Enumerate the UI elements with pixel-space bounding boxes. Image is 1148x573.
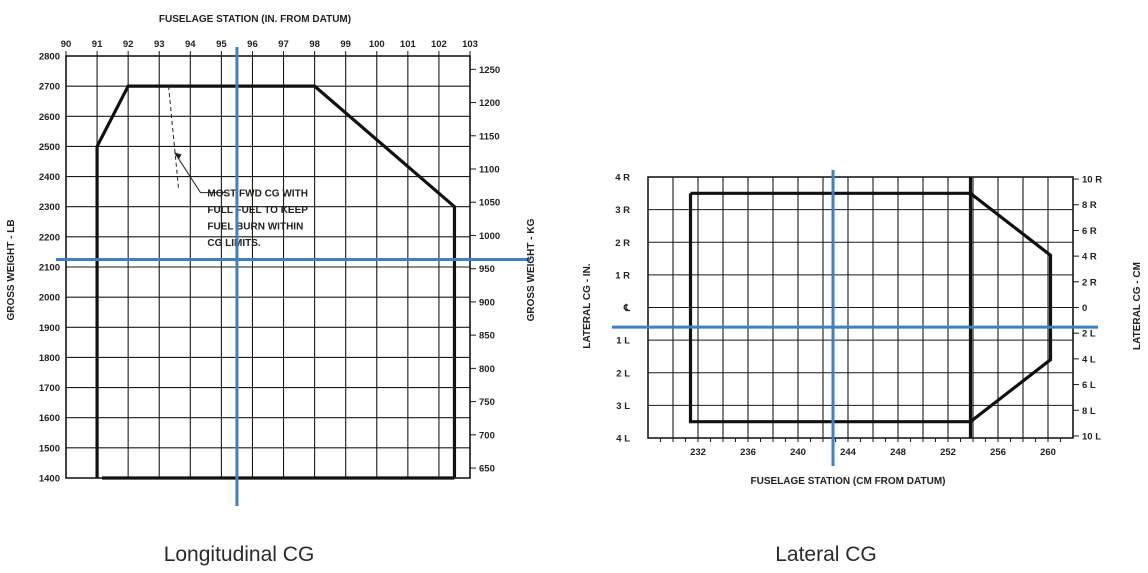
y2-tick-label: 650 bbox=[479, 464, 495, 475]
y-tick-label: 1500 bbox=[39, 443, 60, 454]
y-tick-label: 3 R bbox=[615, 205, 630, 216]
y2-tick-label: 6 R bbox=[1082, 226, 1097, 237]
y-tick-label: 1400 bbox=[39, 474, 60, 485]
y2-tick-label: 2 L bbox=[1082, 329, 1096, 340]
y2-tick-label: 10 L bbox=[1082, 431, 1101, 442]
longitudinal-grid bbox=[65, 55, 471, 479]
annotation-text-line: FULL FUEL TO KEEP bbox=[207, 205, 308, 216]
y-tick-label: 1 R bbox=[615, 270, 630, 281]
lateral-envelope bbox=[688, 177, 1053, 438]
y2-tick-label: 10 R bbox=[1082, 175, 1102, 186]
y2-tick-label: 1200 bbox=[479, 98, 500, 109]
lateral-left-axis-label: LATERAL CG - IN. bbox=[582, 263, 593, 348]
x-tick-label: 256 bbox=[990, 447, 1006, 458]
longitudinal-left-axis-label: GROSS WEIGHT - LB bbox=[6, 219, 17, 320]
x-tick-label: 252 bbox=[940, 447, 956, 458]
x-tick-label: 260 bbox=[1040, 447, 1056, 458]
y2-tick-label: 900 bbox=[479, 297, 495, 308]
annotation-text-line: CG LIMITS. bbox=[207, 238, 261, 249]
x-tick-label: 248 bbox=[890, 447, 906, 458]
longitudinal-right-axis-label: GROSS WEIGHT - KG bbox=[526, 218, 537, 321]
y-tick-label: 1900 bbox=[39, 323, 60, 334]
x-tick-label: 98 bbox=[309, 39, 320, 50]
longitudinal-caption: Longitudinal CG bbox=[164, 543, 315, 566]
y2-tick-label: 1050 bbox=[479, 198, 500, 209]
longitudinal-ticks: 90 91 92 93 94 95 96 97 98 99 100 101 102 103 1400 1500… bbox=[39, 39, 500, 485]
y2-tick-label: 950 bbox=[479, 264, 495, 275]
x-tick-label: 97 bbox=[278, 39, 289, 50]
annotation-text-line: MOST FWD CG WITH bbox=[207, 189, 308, 200]
lateral-ticks: 232 236 240 244 248 252 256 260 4 R 3 R 2 R 1 R ℄ 1 L… bbox=[615, 173, 1102, 459]
cg-envelope-line bbox=[95, 84, 457, 478]
y2-tick-label: 750 bbox=[479, 397, 495, 408]
y2-tick-label: 1150 bbox=[479, 131, 500, 142]
y-tick-label: 4 L bbox=[616, 434, 630, 445]
y2-tick-label: 1250 bbox=[479, 65, 500, 76]
y2-tick-label: 4 R bbox=[1082, 252, 1097, 263]
y-tick-label: 3 L bbox=[616, 401, 630, 412]
y-tick-label: 2200 bbox=[39, 232, 60, 243]
y2-tick-label: 4 L bbox=[1082, 354, 1096, 365]
y2-tick-label: 1000 bbox=[479, 231, 500, 242]
lateral-right-axis-label: LATERAL CG - CM bbox=[1132, 262, 1143, 350]
y-tick-label: 2300 bbox=[39, 202, 60, 213]
x-tick-label: 103 bbox=[462, 39, 478, 50]
longitudinal-blue-crosshair bbox=[56, 47, 530, 506]
y2-tick-label: 8 R bbox=[1082, 200, 1097, 211]
y-tick-label: 2 R bbox=[615, 238, 630, 249]
lateral-grid bbox=[647, 176, 1074, 439]
y-tick-label: 4 R bbox=[615, 173, 630, 184]
x-tick-label: 236 bbox=[740, 447, 756, 458]
x-tick-label: 102 bbox=[431, 39, 447, 50]
lateral-caption: Lateral CG bbox=[775, 543, 877, 566]
y-tick-label: 2700 bbox=[39, 82, 60, 93]
longitudinal-envelope bbox=[95, 84, 457, 480]
y-tick-label: 1 L bbox=[616, 336, 630, 347]
y-tick-label: ℄ bbox=[623, 303, 631, 314]
y-tick-label: 1800 bbox=[39, 353, 60, 364]
x-tick-label: 244 bbox=[840, 447, 857, 458]
y-tick-label: 2400 bbox=[39, 172, 60, 183]
lateral-bottom-axis-label: FUSELAGE STATION (CM FROM DATUM) bbox=[751, 476, 946, 487]
y-tick-label: 1600 bbox=[39, 413, 60, 424]
x-tick-label: 94 bbox=[185, 39, 196, 50]
y-tick-label: 2600 bbox=[39, 112, 60, 123]
y2-tick-label: 2 R bbox=[1082, 277, 1097, 288]
y-tick-label: 2 L bbox=[616, 368, 630, 379]
annotation-text-line: FUEL BURN WITHIN bbox=[207, 222, 303, 233]
x-tick-label: 240 bbox=[790, 447, 806, 458]
y2-tick-label: 8 L bbox=[1082, 406, 1096, 417]
y2-tick-label: 850 bbox=[479, 331, 495, 342]
fuel-burn-dashed-line bbox=[168, 86, 180, 189]
y2-tick-label: 1100 bbox=[479, 165, 500, 176]
y2-tick-label: 6 L bbox=[1082, 380, 1096, 391]
annotation-arrowhead bbox=[174, 152, 182, 160]
x-tick-label: 91 bbox=[92, 39, 103, 50]
y-tick-label: 2100 bbox=[39, 263, 60, 274]
x-tick-label: 93 bbox=[154, 39, 165, 50]
y-tick-label: 1700 bbox=[39, 383, 60, 394]
y2-tick-label: 800 bbox=[479, 364, 495, 375]
y-tick-label: 2500 bbox=[39, 142, 60, 153]
y-tick-label: 2000 bbox=[39, 293, 60, 304]
y-tick-label: 2800 bbox=[39, 52, 60, 63]
x-tick-label: 92 bbox=[123, 39, 134, 50]
longitudinal-top-axis-label: FUSELAGE STATION (IN. FROM DATUM) bbox=[159, 14, 351, 25]
y2-tick-label: 0 bbox=[1082, 303, 1087, 314]
lateral-blue-crosshair bbox=[612, 170, 1098, 466]
x-tick-label: 100 bbox=[369, 39, 385, 50]
annotation-leader-line bbox=[174, 152, 227, 194]
x-tick-label: 90 bbox=[61, 39, 72, 50]
x-tick-label: 101 bbox=[400, 39, 417, 50]
y2-tick-label: 700 bbox=[479, 430, 495, 441]
longitudinal-annotation: MOST FWD CG WITH FULL FUEL TO KEEP FUEL BU… bbox=[168, 86, 308, 249]
x-tick-label: 96 bbox=[247, 39, 258, 50]
x-tick-label: 95 bbox=[216, 39, 227, 50]
x-tick-label: 99 bbox=[340, 39, 351, 50]
x-tick-label: 232 bbox=[690, 447, 706, 458]
